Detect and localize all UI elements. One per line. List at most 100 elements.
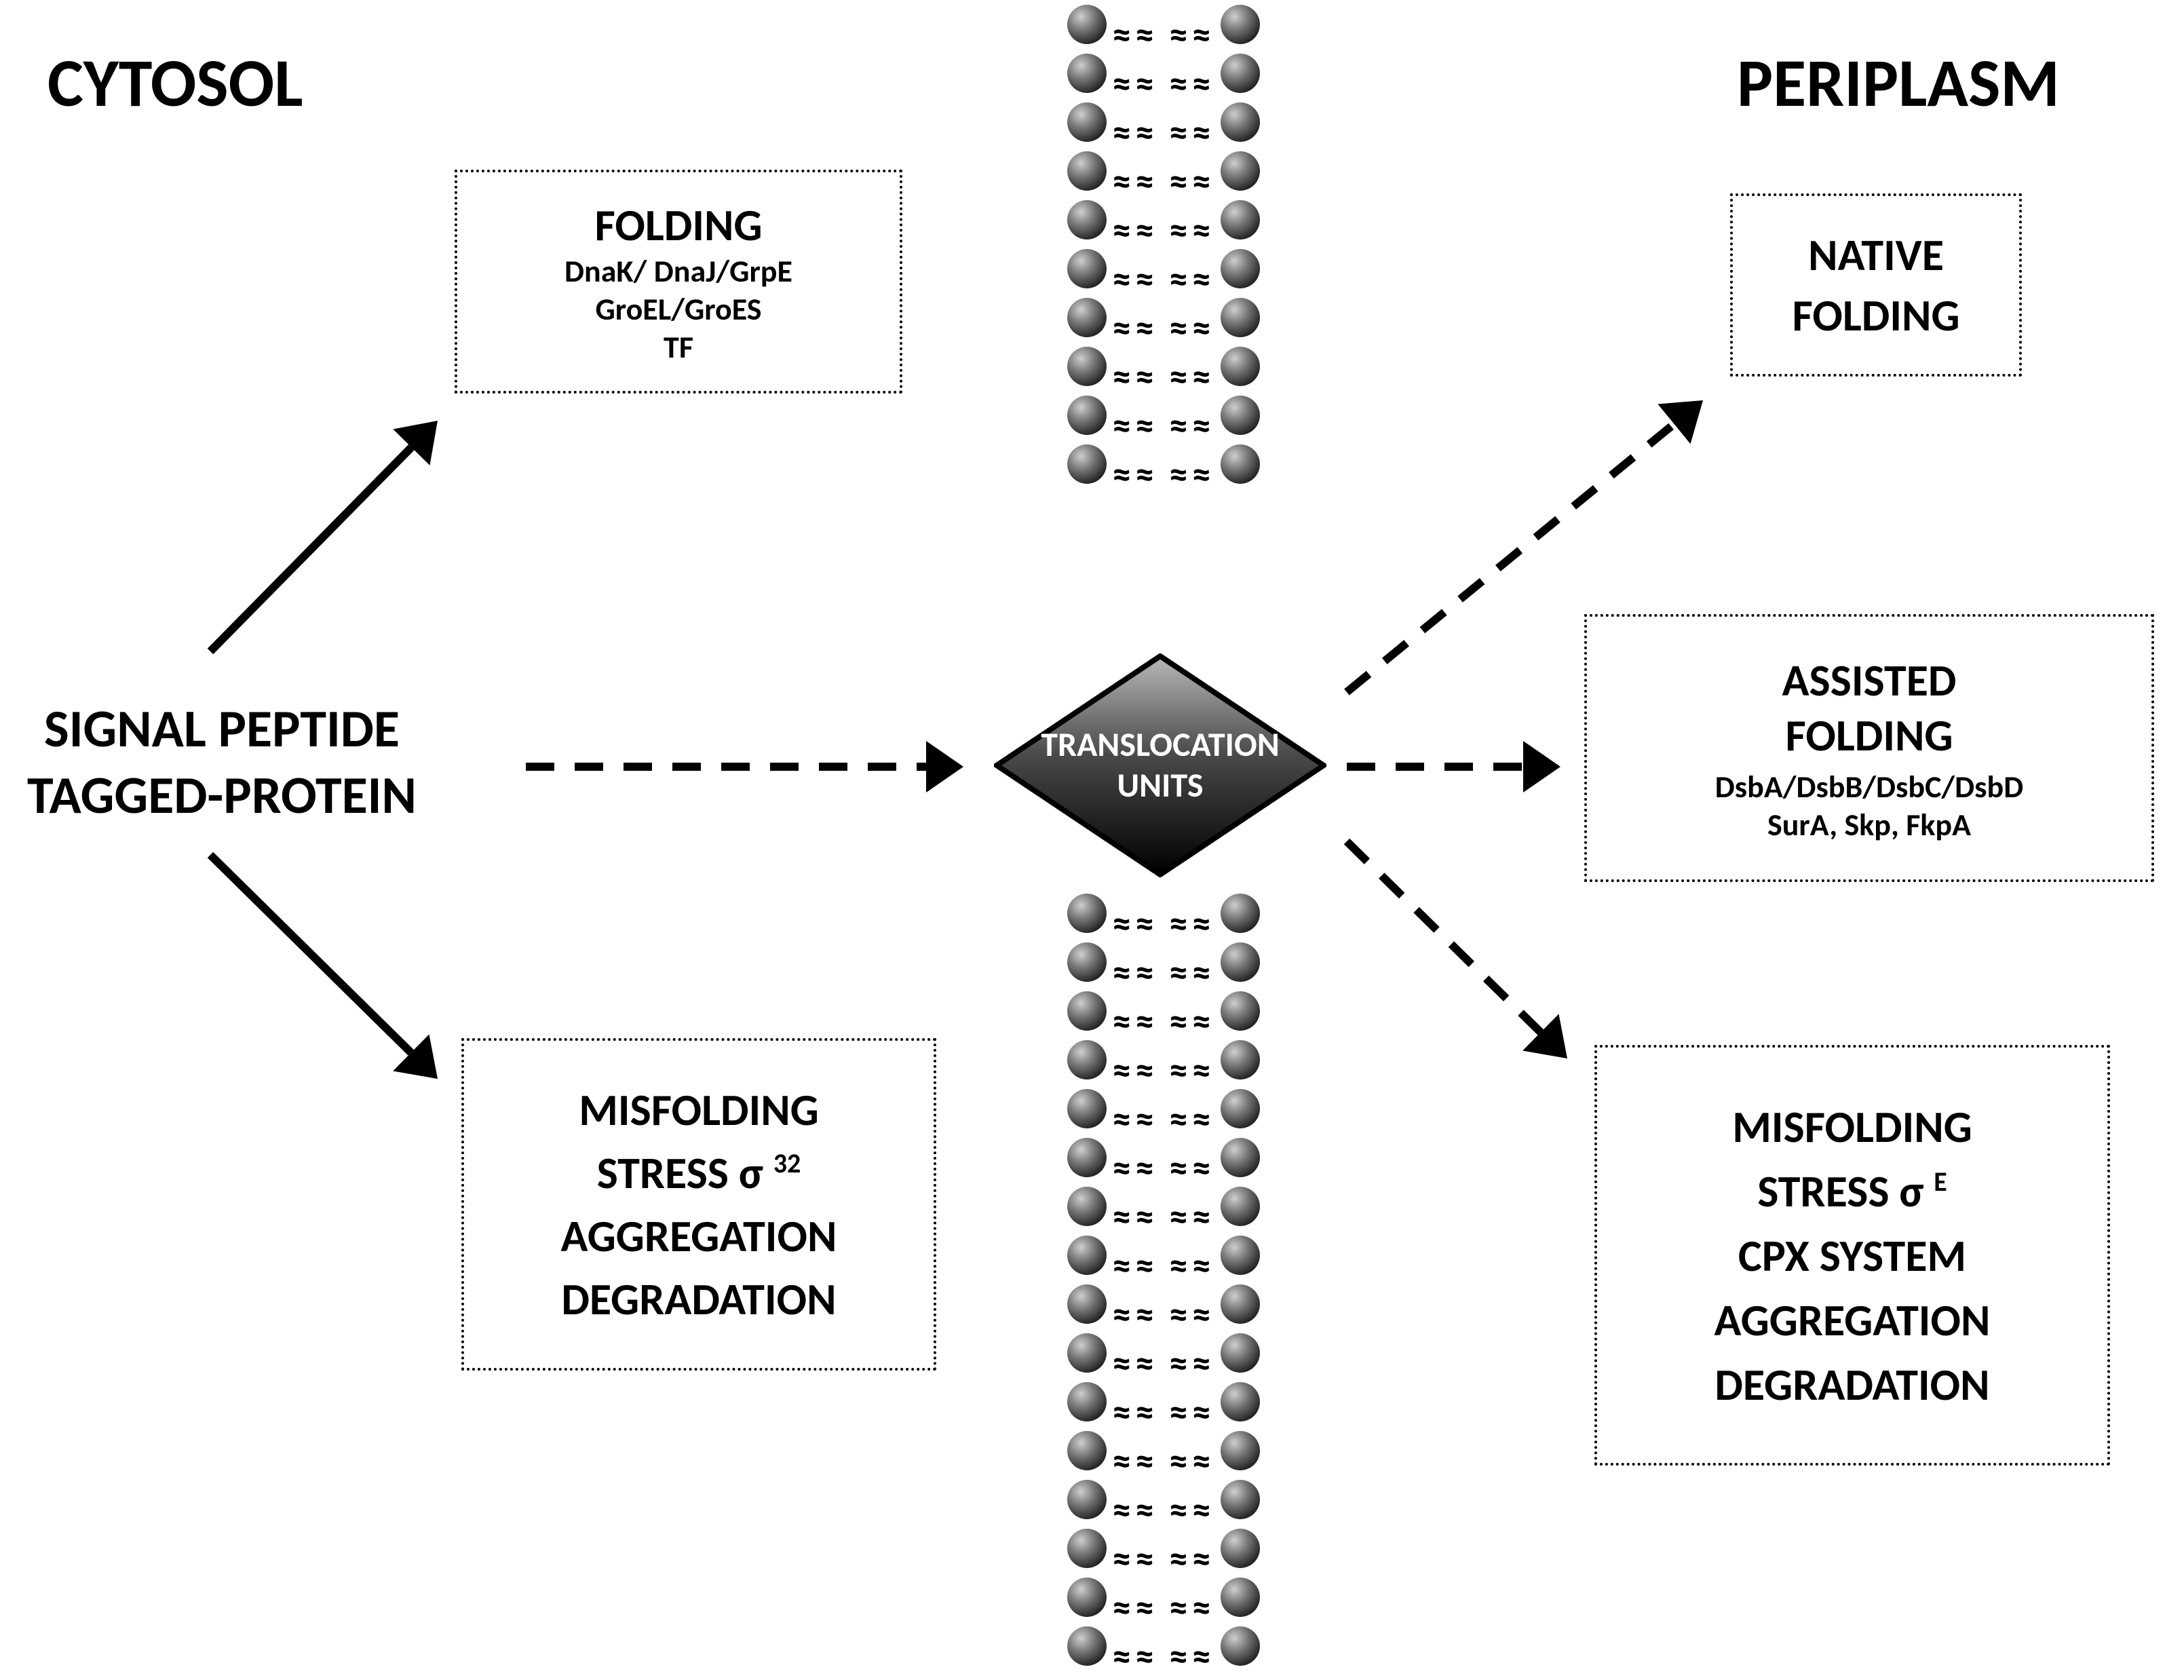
lipid-head-icon xyxy=(1067,1284,1107,1324)
lipid-head-icon xyxy=(1221,5,1260,44)
box-cyto-misfold-l2: AGGREGATION xyxy=(561,1208,837,1263)
box-peri-misfold: MISFOLDING STRESS σ E CPX SYSTEM AGGREGA… xyxy=(1594,1045,2110,1466)
box-assisted-t1: ASSISTED xyxy=(1782,653,1956,708)
lipid-head-icon xyxy=(1067,1089,1107,1128)
membrane-top: ≈≈≈≈≈≈≈≈≈≈≈≈≈≈≈≈≈≈≈≈≈≈≈≈≈≈≈≈≈≈≈≈≈≈≈≈≈≈≈≈ xyxy=(1004,0,1323,489)
lipid-tail-icon: ≈≈ xyxy=(1107,1003,1164,1041)
lipid-tail-icon: ≈≈ xyxy=(1164,1247,1221,1285)
label-signal-peptide-l2: TAGGED-PROTEIN xyxy=(27,763,417,827)
lipid-tail-icon: ≈≈ xyxy=(1164,1198,1221,1236)
lipid-tail-icon: ≈≈ xyxy=(1164,1443,1221,1481)
lipid-tail-icon: ≈≈ xyxy=(1164,1394,1221,1432)
lipid-head-icon xyxy=(1067,102,1107,142)
lipid-head-icon xyxy=(1221,1284,1260,1324)
lipid-row: ≈≈≈≈ xyxy=(1004,1426,1323,1475)
lipid-head-icon xyxy=(1067,1236,1107,1275)
label-signal-peptide-l1: SIGNAL PEPTIDE xyxy=(44,696,400,761)
lipid-row: ≈≈≈≈ xyxy=(1004,938,1323,987)
lipid-tail-icon: ≈≈ xyxy=(1164,163,1221,201)
lipid-head-icon xyxy=(1067,396,1107,435)
lipid-head-icon xyxy=(1221,1333,1260,1373)
box-cyto-misfold-l0: MISFOLDING xyxy=(579,1082,819,1137)
lipid-row: ≈≈≈≈ xyxy=(1004,1573,1323,1622)
lipid-row: ≈≈≈≈ xyxy=(1004,293,1323,342)
lipid-tail-icon: ≈≈ xyxy=(1107,65,1164,103)
lipid-head-icon xyxy=(1221,54,1260,93)
translocation-diamond: TRANSLOCATION UNITS xyxy=(994,653,1326,877)
box-assisted-folding: ASSISTED FOLDING DsbA/DsbB/DsbC/DsbD Sur… xyxy=(1584,614,2154,882)
lipid-row: ≈≈≈≈ xyxy=(1004,1622,1323,1671)
lipid-tail-icon: ≈≈ xyxy=(1107,1247,1164,1285)
lipid-head-icon xyxy=(1221,347,1260,386)
box-peri-misfold-l2: CPX SYSTEM xyxy=(1738,1228,1966,1283)
translocation-l1: TRANSLOCATION xyxy=(1041,724,1280,765)
lipid-tail-icon: ≈≈ xyxy=(1164,1003,1221,1041)
lipid-row: ≈≈≈≈ xyxy=(1004,1182,1323,1231)
lipid-head-icon xyxy=(1067,894,1107,933)
label-signal-peptide: SIGNAL PEPTIDE TAGGED-PROTEIN xyxy=(27,695,417,828)
lipid-tail-icon: ≈≈ xyxy=(1164,1052,1221,1090)
lipid-row: ≈≈≈≈ xyxy=(1004,147,1323,195)
lipid-tail-icon: ≈≈ xyxy=(1107,163,1164,201)
lipid-head-icon xyxy=(1221,1431,1260,1470)
lipid-head-icon xyxy=(1067,942,1107,982)
lipid-row: ≈≈≈≈ xyxy=(1004,1035,1323,1084)
lipid-tail-icon: ≈≈ xyxy=(1107,1198,1164,1236)
lipid-head-icon xyxy=(1067,1040,1107,1080)
lipid-tail-icon: ≈≈ xyxy=(1107,407,1164,445)
lipid-row: ≈≈≈≈ xyxy=(1004,1231,1323,1280)
lipid-row: ≈≈≈≈ xyxy=(1004,889,1323,938)
lipid-row: ≈≈≈≈ xyxy=(1004,1524,1323,1573)
label-periplasm: PERIPLASM xyxy=(1737,41,2060,126)
lipid-head-icon xyxy=(1221,894,1260,933)
lipid-row: ≈≈≈≈ xyxy=(1004,0,1323,49)
lipid-head-icon xyxy=(1221,151,1260,191)
lipid-head-icon xyxy=(1221,444,1260,484)
lipid-tail-icon: ≈≈ xyxy=(1164,1638,1221,1676)
lipid-head-icon xyxy=(1067,1431,1107,1470)
lipid-head-icon xyxy=(1221,249,1260,288)
lipid-tail-icon: ≈≈ xyxy=(1107,1491,1164,1529)
box-native-folding: NATIVE FOLDING xyxy=(1730,193,2022,377)
lipid-tail-icon: ≈≈ xyxy=(1164,1149,1221,1187)
lipid-tail-icon: ≈≈ xyxy=(1107,456,1164,494)
lipid-row: ≈≈≈≈ xyxy=(1004,244,1323,293)
lipid-head-icon xyxy=(1067,151,1107,191)
lipid-head-icon xyxy=(1221,942,1260,982)
lipid-head-icon xyxy=(1067,1578,1107,1617)
lipid-head-icon xyxy=(1221,1626,1260,1666)
lipid-tail-icon: ≈≈ xyxy=(1107,261,1164,299)
box-cyto-misfold-l1: STRESS σ 32 xyxy=(597,1145,801,1200)
lipid-head-icon xyxy=(1067,5,1107,44)
lipid-head-icon xyxy=(1067,347,1107,386)
lipid-tail-icon: ≈≈ xyxy=(1164,16,1221,54)
box-peri-misfold-l3: AGGREGATION xyxy=(1714,1293,1991,1348)
lipid-head-icon xyxy=(1221,298,1260,337)
box-assisted-l0: DsbA/DsbB/DsbC/DsbD xyxy=(1715,768,2023,806)
lipid-tail-icon: ≈≈ xyxy=(1164,358,1221,396)
lipid-head-icon xyxy=(1221,1089,1260,1128)
lipid-row: ≈≈≈≈ xyxy=(1004,1133,1323,1182)
lipid-tail-icon: ≈≈ xyxy=(1107,954,1164,992)
lipid-tail-icon: ≈≈ xyxy=(1164,1491,1221,1529)
lipid-tail-icon: ≈≈ xyxy=(1164,1345,1221,1383)
lipid-head-icon xyxy=(1221,200,1260,240)
lipid-tail-icon: ≈≈ xyxy=(1164,456,1221,494)
box-cyto-misfold: MISFOLDING STRESS σ 32 AGGREGATION DEGRA… xyxy=(461,1038,936,1371)
lipid-head-icon xyxy=(1221,1382,1260,1421)
lipid-tail-icon: ≈≈ xyxy=(1107,1540,1164,1578)
lipid-tail-icon: ≈≈ xyxy=(1107,1296,1164,1334)
lipid-head-icon xyxy=(1067,1138,1107,1177)
lipid-head-icon xyxy=(1221,396,1260,435)
lipid-head-icon xyxy=(1067,991,1107,1031)
arrowhead-icon xyxy=(1522,1014,1567,1058)
lipid-tail-icon: ≈≈ xyxy=(1164,114,1221,152)
lipid-tail-icon: ≈≈ xyxy=(1164,954,1221,992)
lipid-tail-icon: ≈≈ xyxy=(1107,1149,1164,1187)
lipid-row: ≈≈≈≈ xyxy=(1004,440,1323,489)
arrowhead-icon xyxy=(1523,741,1560,793)
lipid-head-icon xyxy=(1067,1382,1107,1421)
box-cyto-misfold-l3: DEGRADATION xyxy=(561,1272,836,1326)
box-peri-misfold-l1: STRESS σ E xyxy=(1757,1164,1947,1219)
box-peri-misfold-l4: DEGRADATION xyxy=(1714,1357,1989,1412)
